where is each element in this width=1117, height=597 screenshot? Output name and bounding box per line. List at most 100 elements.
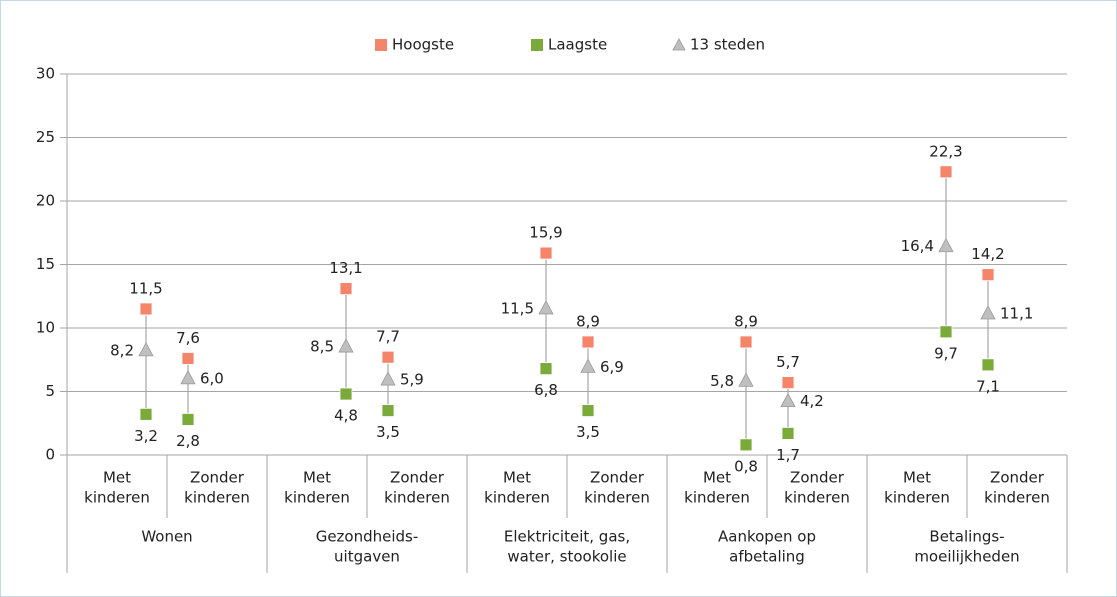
square-marker <box>739 438 753 452</box>
square-marker <box>181 413 195 426</box>
x-tick-label: kinderen <box>884 489 950 507</box>
data-label: 6,0 <box>200 369 224 387</box>
x-tick-label: Met <box>103 469 131 487</box>
group-label: Betalings- <box>929 528 1004 546</box>
data-label: 8,5 <box>310 338 334 356</box>
square-marker <box>139 302 153 316</box>
triangle-marker <box>180 369 196 385</box>
data-label: 11,5 <box>501 299 534 317</box>
x-tick-label: kinderen <box>484 489 550 507</box>
data-label: 3,5 <box>376 423 400 441</box>
data-label: 5,9 <box>400 371 424 389</box>
data-label: 8,2 <box>110 341 134 359</box>
data-label: 3,2 <box>134 427 158 445</box>
square-marker <box>581 404 595 417</box>
data-label: 2,8 <box>176 432 200 450</box>
x-tick-label: Zonder <box>590 469 645 487</box>
data-label: 5,8 <box>710 372 734 390</box>
square-marker <box>181 352 195 365</box>
x-tick-label: kinderen <box>184 489 250 507</box>
square-marker <box>981 358 995 372</box>
group-label: water, stookolie <box>507 548 626 566</box>
y-tick-label: 10 <box>36 319 55 337</box>
group-label: Elektriciteit, gas, <box>504 528 630 546</box>
x-tick-label: Met <box>903 469 931 487</box>
group-label: afbetaling <box>729 548 805 566</box>
group-label: uitgaven <box>334 548 400 566</box>
square-marker <box>739 335 753 349</box>
x-tick-label: Met <box>303 469 331 487</box>
y-tick-label: 15 <box>36 255 55 273</box>
y-tick-label: 30 <box>36 65 55 83</box>
data-label: 0,8 <box>734 457 758 475</box>
square-marker <box>939 325 953 339</box>
square-marker <box>339 282 353 296</box>
legend-swatch <box>375 39 387 51</box>
square-marker <box>539 246 553 260</box>
data-label: 6,8 <box>534 381 558 399</box>
data-label: 1,7 <box>776 446 800 464</box>
x-tick-label: Zonder <box>990 469 1045 487</box>
data-label: 6,9 <box>600 358 624 376</box>
legend-label: Laagste <box>548 36 607 54</box>
square-marker <box>381 404 395 417</box>
data-label: 15,9 <box>529 224 562 242</box>
legend-swatch <box>531 39 543 51</box>
data-label: 7,6 <box>176 329 200 347</box>
triangle-marker <box>138 342 154 357</box>
y-tick-label: 0 <box>45 446 55 464</box>
x-tick-label: Met <box>703 469 731 487</box>
legend-label: 13 steden <box>690 36 765 54</box>
y-tick-label: 20 <box>36 192 55 210</box>
square-marker <box>339 387 353 401</box>
group-label: Wonen <box>141 528 192 546</box>
x-tick-label: kinderen <box>584 489 650 507</box>
data-label: 9,7 <box>934 344 958 362</box>
legend-swatch <box>672 38 686 51</box>
x-tick-label: kinderen <box>684 489 750 507</box>
square-marker <box>539 362 553 376</box>
data-label: 22,3 <box>929 142 962 160</box>
triangle-marker <box>580 358 596 373</box>
square-marker <box>581 335 595 349</box>
data-label: 5,7 <box>776 353 800 371</box>
data-label: 7,7 <box>376 328 400 346</box>
data-label: 11,5 <box>129 279 162 297</box>
data-label: 4,2 <box>800 392 824 410</box>
square-marker <box>939 165 953 179</box>
data-label: 13,1 <box>329 259 362 277</box>
triangle-marker <box>938 237 954 253</box>
group-label: Gezondheids- <box>316 528 419 546</box>
triangle-marker <box>538 300 554 315</box>
triangle-marker <box>780 392 796 408</box>
y-tick-label: 25 <box>36 128 55 146</box>
x-tick-label: Zonder <box>190 469 245 487</box>
data-label: 8,9 <box>576 312 600 330</box>
x-tick-label: kinderen <box>784 489 850 507</box>
square-marker <box>781 427 795 440</box>
x-tick-label: kinderen <box>84 489 150 507</box>
x-tick-label: kinderen <box>984 489 1050 507</box>
group-label: moeilijkheden <box>914 548 1019 566</box>
data-label: 11,1 <box>1000 305 1033 323</box>
group-label: Aankopen op <box>718 528 816 546</box>
x-tick-label: Zonder <box>390 469 445 487</box>
triangle-marker <box>980 305 996 320</box>
triangle-marker <box>380 371 396 386</box>
triangle-marker <box>738 372 754 387</box>
data-label: 16,4 <box>901 237 934 255</box>
square-marker <box>139 407 153 421</box>
data-label: 4,8 <box>334 407 358 425</box>
data-label: 7,1 <box>976 377 1000 395</box>
data-label: 3,5 <box>576 423 600 441</box>
square-marker <box>781 376 795 390</box>
y-tick-label: 5 <box>45 382 55 400</box>
legend-label: Hoogste <box>392 36 454 54</box>
x-tick-label: kinderen <box>384 489 450 507</box>
x-tick-label: Zonder <box>790 469 845 487</box>
square-marker <box>381 350 395 364</box>
data-label: 14,2 <box>971 245 1004 263</box>
x-tick-label: Met <box>503 469 531 487</box>
